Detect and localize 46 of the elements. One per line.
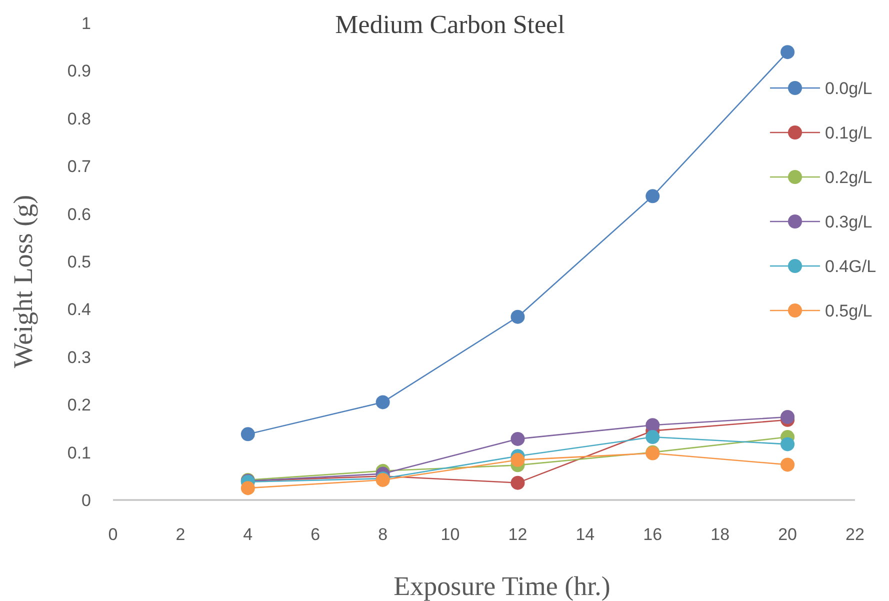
y-axis-title: Weight Loss (g) xyxy=(8,194,38,368)
x-tick-label: 22 xyxy=(846,525,864,544)
chart-title: Medium Carbon Steel xyxy=(335,10,565,39)
point xyxy=(240,427,255,442)
x-tick-label: 12 xyxy=(508,525,528,544)
x-tick-label: 8 xyxy=(378,525,388,544)
y-tick-label: 0.1 xyxy=(67,443,91,462)
x-tick-label: 2 xyxy=(176,525,186,544)
point xyxy=(510,452,525,467)
legend-label: 0.0g/L xyxy=(825,79,872,98)
point xyxy=(780,437,795,452)
point xyxy=(646,418,660,432)
x-tick-label: 18 xyxy=(710,525,730,544)
y-tick-label: 0.5 xyxy=(67,252,91,272)
point xyxy=(646,189,660,204)
y-tick-label: 0.8 xyxy=(67,109,91,128)
point xyxy=(780,45,795,60)
legend-label: 0.4G/L xyxy=(825,257,876,276)
x-tick-label: 0 xyxy=(108,525,118,544)
legend-label: 0.1g/L xyxy=(825,124,872,142)
point xyxy=(780,458,795,472)
x-axis-title: Exposure Time (hr.) xyxy=(394,571,610,601)
y-tick-label: 0.4 xyxy=(67,300,91,320)
point xyxy=(510,432,525,446)
x-tick-label: 20 xyxy=(778,525,798,544)
x-tick-label: 6 xyxy=(310,525,320,544)
legend-label: 0.5g/L xyxy=(825,302,872,320)
y-tick-label: 0.6 xyxy=(67,204,91,224)
x-tick-label: 14 xyxy=(576,525,595,544)
y-tick-label: 0.7 xyxy=(67,157,91,176)
point xyxy=(510,310,525,324)
point xyxy=(510,476,525,490)
y-tick-label: 1 xyxy=(82,14,91,33)
x-tick-label: 10 xyxy=(440,525,460,544)
x-tick-label: 16 xyxy=(643,525,662,544)
point xyxy=(780,410,795,424)
legend-label: 0.3g/L xyxy=(825,212,872,232)
point xyxy=(240,481,255,496)
point xyxy=(646,430,660,444)
y-tick-label: 0.9 xyxy=(67,62,91,81)
y-tick-label: 0 xyxy=(82,491,91,510)
point xyxy=(376,395,390,410)
y-tick-label: 0.3 xyxy=(67,348,91,367)
x-tick-label: 4 xyxy=(243,525,253,544)
y-tick-label: 0.2 xyxy=(67,396,91,415)
legend-label: 0.2g/L xyxy=(825,168,872,187)
